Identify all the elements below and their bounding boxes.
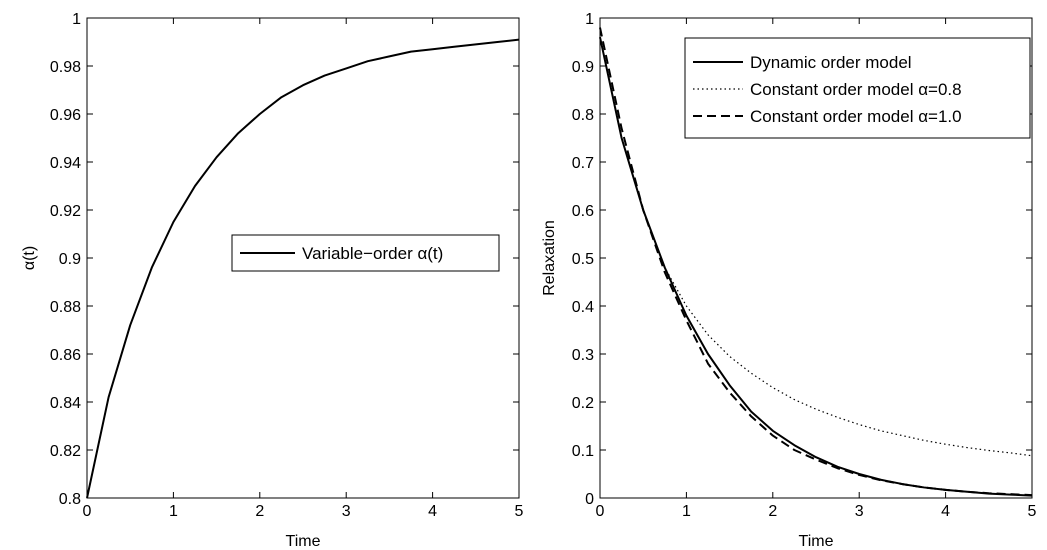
relaxation-plot-ytick-label: 0.7 (572, 155, 594, 172)
alpha-plot-series-line-0 (86, 38, 520, 499)
relaxation-plot-xtick-label: 1 (682, 503, 691, 520)
alpha-plot-ytick-label: 0.94 (50, 155, 81, 172)
alpha-plot-xtick-label: 5 (515, 503, 524, 520)
alpha-plot-legend-label-0: Variable−order α(t) (302, 244, 443, 263)
alpha-plot-legend: Variable−order α(t) (231, 234, 500, 272)
alpha-plot-ytick-label: 0.88 (50, 299, 81, 316)
relaxation-plot-ticks: 0 1 2 3 4 5 0 0.1 0.2 0.3 0.4 0.5 0.6 0.7 0.8 0.9 1 (572, 11, 1037, 520)
alpha-plot-ytick-label: 0.84 (50, 395, 81, 412)
alpha-plot-ytick-label: 0.92 (50, 203, 81, 220)
relaxation-plot-xtick-label: 0 (596, 503, 605, 520)
alpha-plot-ytick-label: 0.96 (50, 107, 81, 124)
relaxation-plot-legend-label-2: Constant order model α=1.0 (750, 107, 962, 126)
relaxation-plot-legend-label-1: Constant order model α=0.8 (750, 80, 962, 99)
alpha-plot-ytick-label: 0.8 (59, 491, 81, 508)
alpha-plot-xtick-label: 2 (255, 503, 264, 520)
alpha-plot-xtick-label: 3 (342, 503, 351, 520)
relaxation-plot-legend: Dynamic order model Constant order model… (684, 37, 1031, 139)
relaxation-plot-xtick-label: 3 (855, 503, 864, 520)
relaxation-plot-xlabel: Time (799, 533, 834, 550)
relaxation-plot-series (599, 27, 1033, 497)
relaxation-plot-ytick-label: 0 (585, 491, 594, 508)
alpha-plot-ytick-label: 1 (72, 11, 81, 28)
relaxation-plot-ytick-label: 0.4 (572, 299, 594, 316)
relaxation-plot-ytick-label: 1 (585, 11, 594, 28)
relaxation-plot-legend-box (684, 37, 1031, 139)
alpha-plot-ylabel: α(t) (21, 246, 38, 270)
alpha-plot-xtick-label: 0 (83, 503, 92, 520)
alpha-plot-ytick-label: 0.9 (59, 251, 81, 268)
relaxation-plot-legend-label-0: Dynamic order model (750, 53, 912, 72)
alpha-plot-ytick-label: 0.98 (50, 59, 81, 76)
relaxation-plot-xtick-label: 4 (941, 503, 950, 520)
alpha-plot-ticks: 0 1 2 3 4 5 0.8 0.82 0.84 0.86 0.88 0.9 0.92 0.94 0.96… (50, 11, 524, 520)
relaxation-plot-xtick-label: 2 (768, 503, 777, 520)
relaxation-plot-ytick-label: 0.6 (572, 203, 594, 220)
alpha-plot-xlabel: Time (286, 533, 321, 550)
relaxation-plot-ytick-label: 0.8 (572, 107, 594, 124)
alpha-plot: 0 1 2 3 4 5 0.8 0.82 0.84 0.86 0.88 0.9 0.92 0.94 0.96… (21, 11, 524, 550)
alpha-plot-xtick-label: 1 (169, 503, 178, 520)
relaxation-plot-ylabel: Relaxation (541, 220, 558, 296)
relaxation-plot-ytick-label: 0.9 (572, 59, 594, 76)
relaxation-plot: 0 1 2 3 4 5 0 0.1 0.2 0.3 0.4 0.5 0.6 0.7 0.8 0.9 1 Time… (541, 11, 1037, 550)
relaxation-plot-xtick-label: 5 (1028, 503, 1037, 520)
alpha-plot-ytick-label: 0.86 (50, 347, 81, 364)
relaxation-plot-series-line-2 (599, 27, 1033, 497)
relaxation-plot-ytick-label: 0.2 (572, 395, 594, 412)
relaxation-plot-ytick-label: 0.1 (572, 443, 594, 460)
alpha-plot-ytick-label: 0.82 (50, 443, 81, 460)
relaxation-plot-ytick-label: 0.3 (572, 347, 594, 364)
alpha-plot-xtick-label: 4 (428, 503, 437, 520)
relaxation-plot-ytick-label: 0.5 (572, 251, 594, 268)
alpha-plot-series (86, 38, 520, 499)
